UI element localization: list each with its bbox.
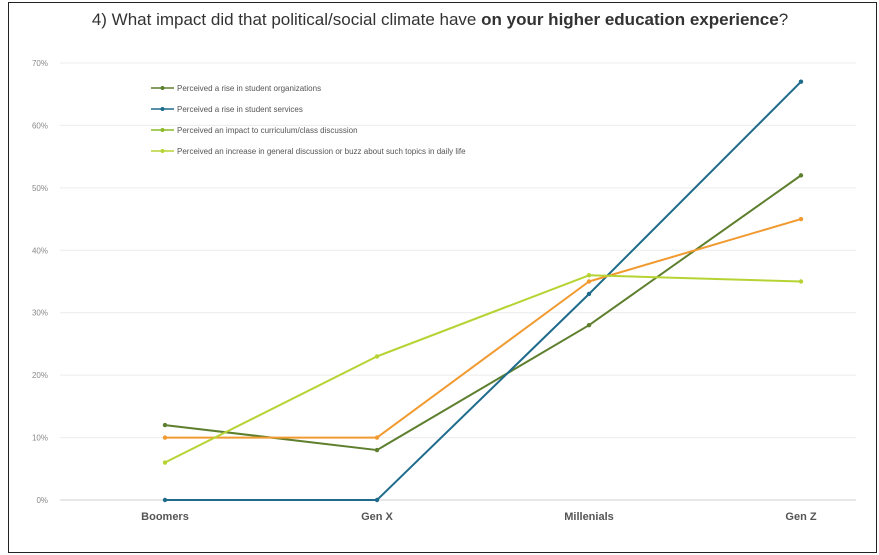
legend-label: Perceived an impact to curriculum/class …: [177, 126, 358, 135]
data-point: [586, 273, 592, 278]
y-tick-label: 70%: [32, 59, 48, 68]
y-tick-label: 20%: [32, 371, 48, 380]
legend-marker-dot: [160, 128, 165, 132]
x-tick-label: Gen X: [361, 511, 393, 523]
data-point: [798, 279, 804, 284]
series-line: [164, 274, 802, 464]
legend-label: Perceived a rise in student services: [177, 105, 303, 114]
x-tick-label: Millenials: [564, 511, 614, 523]
data-point: [374, 354, 380, 359]
title-bold: on your higher education experience: [481, 10, 779, 29]
data-point: [162, 422, 168, 428]
legend: Perceived a rise in student organization…: [151, 84, 466, 156]
gridlines: [60, 62, 856, 501]
chart-frame: [8, 2, 877, 553]
x-tick-label: Boomers: [141, 511, 189, 523]
legend-marker-dot: [160, 107, 165, 111]
data-point: [374, 497, 380, 503]
legend-label: Perceived an increase in general discuss…: [177, 147, 466, 156]
legend-label: Perceived a rise in student organization…: [177, 84, 321, 93]
x-tick-label: Gen Z: [785, 511, 816, 523]
data-point: [798, 173, 804, 178]
y-tick-label: 10%: [32, 434, 48, 443]
data-point: [374, 447, 380, 453]
data-point: [586, 279, 592, 284]
legend-marker-dot: [160, 86, 165, 90]
data-point: [586, 323, 592, 328]
y-axis-ticks: 0% 10% 20% 30% 40% 50% 60% 70%: [32, 59, 48, 505]
data-point: [798, 79, 804, 84]
y-tick-label: 40%: [32, 246, 48, 255]
data-point: [586, 291, 592, 297]
y-tick-label: 60%: [32, 121, 48, 130]
y-tick-label: 50%: [32, 184, 48, 193]
y-tick-label: 30%: [32, 309, 48, 318]
legend-marker-dot: [160, 149, 165, 153]
title-end: ?: [778, 10, 789, 29]
series-line: [165, 218, 802, 439]
data-point: [798, 216, 804, 222]
y-tick-label: 0%: [36, 496, 48, 505]
data-point: [162, 497, 168, 503]
series-line: [165, 81, 802, 501]
series-lines: [162, 79, 804, 503]
data-point: [162, 460, 168, 465]
data-point: [162, 435, 168, 440]
title-plain: 4) What impact did that political/social…: [91, 10, 482, 29]
chart-title: 4) What impact did that political/social…: [60, 10, 820, 30]
data-point: [374, 435, 380, 440]
x-axis-ticks: Boomers Gen X Millenials Gen Z: [141, 511, 817, 523]
